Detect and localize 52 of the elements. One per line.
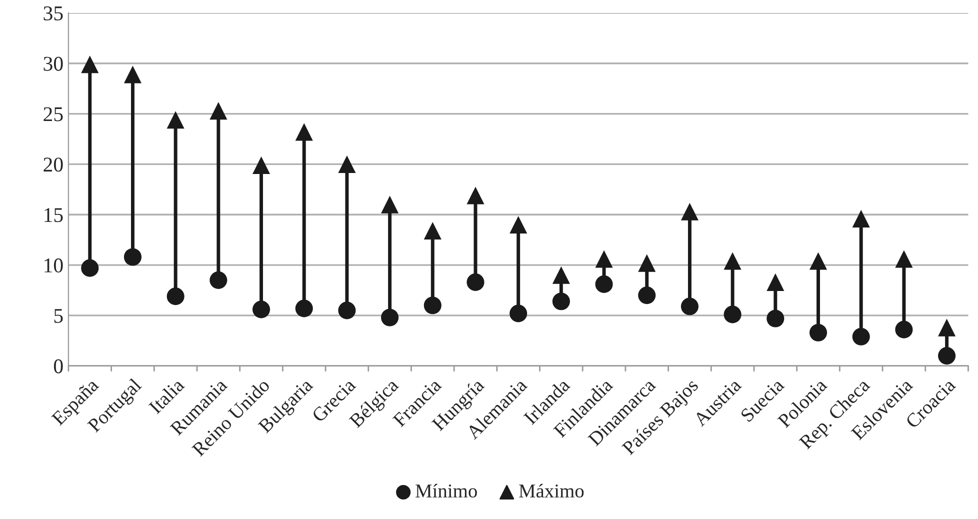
point (852, 210, 870, 228)
point (938, 347, 956, 365)
point (210, 271, 228, 289)
point (466, 273, 484, 291)
point (766, 310, 784, 328)
point (510, 216, 528, 234)
legend-label: Máximo (519, 484, 584, 498)
point (680, 298, 699, 316)
point (124, 66, 142, 84)
point (724, 306, 742, 324)
y-tick-label: 5 (54, 309, 63, 323)
point (938, 318, 956, 336)
point (809, 252, 828, 270)
y-tick-label: 15 (44, 208, 63, 222)
point (895, 250, 913, 268)
point (295, 300, 313, 318)
legend-label: Mínimo (416, 484, 477, 498)
point (338, 302, 356, 320)
point (252, 300, 270, 318)
point (510, 304, 528, 322)
point (895, 320, 913, 338)
y-tick-label: 20 (44, 158, 63, 172)
y-tick-label: 30 (44, 56, 63, 71)
point (595, 250, 613, 268)
point (338, 155, 356, 174)
point (809, 324, 828, 342)
point (424, 222, 442, 240)
point (81, 259, 99, 277)
y-tick-label: 25 (44, 107, 63, 122)
y-tick-label: 10 (44, 258, 63, 272)
point (552, 266, 570, 284)
point (638, 286, 656, 304)
y-tick-label: 0 (54, 359, 63, 374)
point (381, 308, 399, 326)
point (252, 156, 270, 174)
point (424, 296, 442, 314)
point (638, 254, 656, 272)
point (466, 186, 484, 204)
point (595, 275, 613, 294)
point (680, 202, 699, 220)
point (724, 252, 742, 270)
point (81, 56, 99, 74)
point (210, 102, 228, 120)
point (852, 328, 870, 346)
point (124, 248, 142, 266)
point (766, 273, 784, 291)
point (166, 111, 184, 129)
point (295, 123, 313, 141)
point (552, 292, 570, 310)
point (381, 196, 399, 214)
y-tick-label: 35 (44, 6, 63, 20)
point (166, 288, 184, 306)
